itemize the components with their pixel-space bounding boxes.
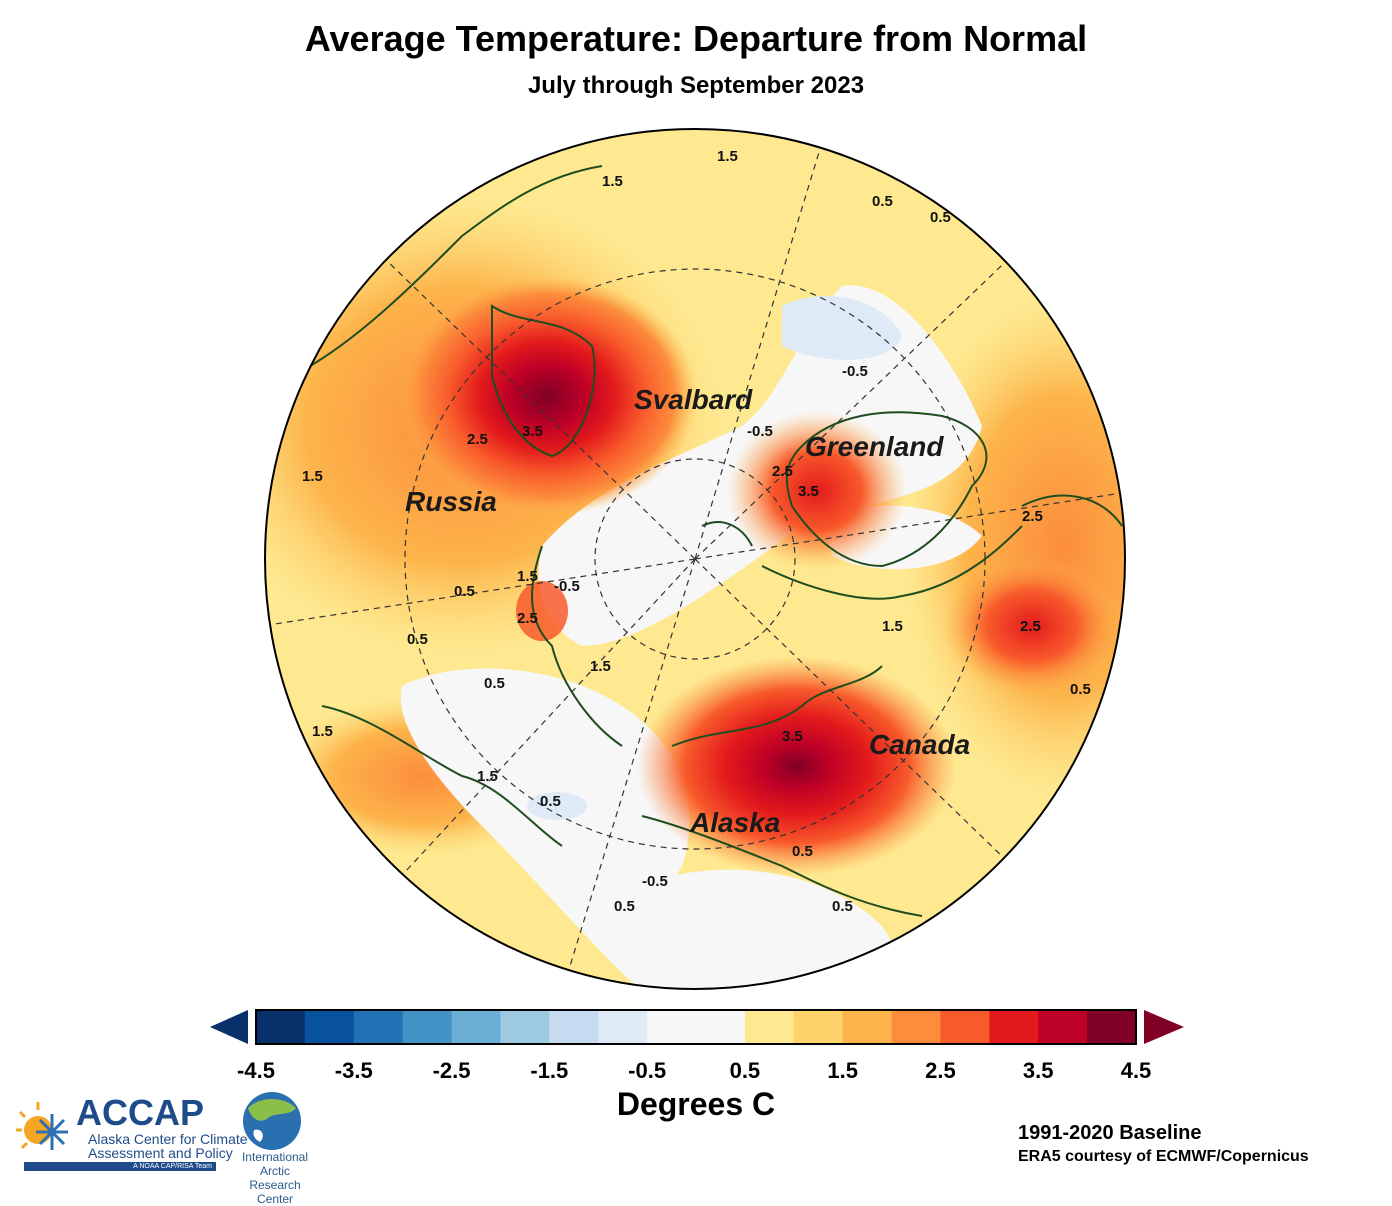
colorbar-cell xyxy=(744,1010,795,1044)
contour-label: -0.5 xyxy=(554,578,580,595)
region-label-russia: Russia xyxy=(405,486,497,517)
baseline-note: 1991-2020 Baseline xyxy=(1018,1122,1202,1144)
accap-logo xyxy=(16,1102,68,1150)
coastlines xyxy=(291,165,1123,917)
sun-rays-icon xyxy=(16,1102,40,1150)
contour-label: 0.5 xyxy=(1070,681,1091,698)
colorbar-cell xyxy=(793,1010,844,1044)
contour-label: 0.5 xyxy=(454,583,475,600)
contour-label: 0.5 xyxy=(484,675,505,692)
contour-label: 2.5 xyxy=(1022,508,1043,525)
contour-label: 2.5 xyxy=(467,431,488,448)
sun-icon xyxy=(24,1116,52,1144)
pacific-near-normal xyxy=(639,869,895,989)
contour-label: 0.5 xyxy=(792,843,813,860)
contour-label: 0.5 xyxy=(540,793,561,810)
contour-label: 2.5 xyxy=(517,610,538,627)
colorbar-underflow-arrow xyxy=(210,1010,248,1044)
iarc-name-line2: Research Center xyxy=(249,1178,301,1206)
contour-label: 1.5 xyxy=(590,658,611,675)
hudson-bay-hotspot xyxy=(942,556,1122,696)
contour-label: 1.5 xyxy=(312,723,333,740)
accap-subtitle-line2: Assessment and Policy xyxy=(88,1145,233,1161)
contour-label: 1.5 xyxy=(602,173,623,190)
colorbar-tick-label: -1.5 xyxy=(530,1058,569,1083)
contour-label: 1.5 xyxy=(882,618,903,635)
colorbar-cell xyxy=(989,1010,1039,1044)
snowflake-icon xyxy=(36,1114,68,1150)
contour-label: 0.5 xyxy=(872,193,893,210)
colorbar-cell xyxy=(304,1010,355,1044)
region-label-greenland: Greenland xyxy=(805,431,944,462)
contour-label: 1.5 xyxy=(477,768,498,785)
colorbar-cell xyxy=(549,1010,599,1044)
colorbar-cell xyxy=(647,1010,697,1044)
colorbar-tick-label: 1.5 xyxy=(827,1058,858,1083)
contour-label: 0.5 xyxy=(832,898,853,915)
colorbar-cell xyxy=(598,1010,648,1044)
contour-label: 3.5 xyxy=(522,423,543,440)
region-label-alaska: Alaska xyxy=(689,807,780,838)
region-label-canada: Canada xyxy=(869,729,970,760)
map-boundary xyxy=(264,128,1126,990)
map-subtitle: July through September 2023 xyxy=(527,72,865,99)
contour-label: 0.5 xyxy=(614,898,635,915)
contour-label: 1.5 xyxy=(302,468,323,485)
polar-map: 1.5 1.5 0.5 0.5 2.5 3.5 1.5 0.5 1.5 -0.5… xyxy=(264,128,1126,990)
contour-label: 2.5 xyxy=(1020,618,1041,635)
colorbar-tick-label: -3.5 xyxy=(334,1058,373,1083)
accap-subtitle-line1: Alaska Center for Climate xyxy=(88,1131,248,1147)
greenland-hotspot xyxy=(727,411,907,571)
colorbar-cell xyxy=(696,1010,746,1044)
contour-label: 1.5 xyxy=(517,568,538,585)
contour-label: -0.5 xyxy=(747,423,773,440)
colorbar-cell xyxy=(842,1010,893,1044)
bering-cool-patch xyxy=(527,792,587,820)
iarc-name: International Arctic Research Center xyxy=(230,1150,320,1206)
colorbar-cell xyxy=(500,1010,550,1044)
colorbar-cell xyxy=(940,1010,990,1044)
colorbar-cell xyxy=(353,1010,404,1044)
contour-label: 3.5 xyxy=(782,728,803,745)
colorbar-cell xyxy=(402,1010,453,1044)
contour-label: -0.5 xyxy=(842,363,868,380)
contour-label: 0.5 xyxy=(407,631,428,648)
colorbar-tick-label: 4.5 xyxy=(1120,1058,1152,1083)
colorbar-tick-label: 0.5 xyxy=(729,1058,761,1083)
region-label-svalbard: Svalbard xyxy=(634,384,753,415)
colorbar-overflow-arrow xyxy=(1144,1010,1184,1044)
contour-label: -0.5 xyxy=(642,873,668,890)
colorbar-tick-label: -2.5 xyxy=(432,1058,471,1083)
data-credit: ERA5 courtesy of ECMWF/Copernicus xyxy=(1018,1148,1309,1165)
iarc-name-line1: International Arctic xyxy=(241,1150,309,1178)
accap-bar: A NOAA CAP/RISA Team xyxy=(24,1162,216,1171)
contour-label: 2.5 xyxy=(772,463,793,480)
canada-hotspot xyxy=(637,656,957,876)
laptev-warm-spot xyxy=(516,581,568,641)
colorbar-tick-label: -0.5 xyxy=(628,1058,667,1083)
accap-name: ACCAP xyxy=(76,1092,205,1133)
graticule xyxy=(265,129,1125,989)
colorbar-cell xyxy=(451,1010,501,1044)
colorbar-tick-label: -4.5 xyxy=(237,1058,275,1083)
colorbar-cell xyxy=(891,1010,941,1044)
colorbar-cell xyxy=(1038,1010,1088,1044)
colorbar-frame xyxy=(255,1009,1137,1045)
colorbar-tick-label: 3.5 xyxy=(1022,1058,1054,1083)
colorbar xyxy=(210,1009,1184,1045)
colorbar-cells xyxy=(256,1010,1137,1044)
map-title: Average Temperature: Departure from Norm… xyxy=(304,18,1088,59)
contour-label: 3.5 xyxy=(798,483,819,500)
iarc-globe-icon xyxy=(243,1092,301,1150)
colorbar-cell xyxy=(256,1010,306,1044)
contour-label: 0.5 xyxy=(930,209,951,226)
colorbar-cell xyxy=(1087,1010,1137,1044)
kara-sea-hotspot xyxy=(397,276,697,516)
contour-label: 1.5 xyxy=(717,148,738,165)
colorbar-title: Degrees C xyxy=(616,1086,776,1122)
barents-cool-patch xyxy=(782,296,902,360)
colorbar-tick-label: 2.5 xyxy=(925,1058,956,1083)
